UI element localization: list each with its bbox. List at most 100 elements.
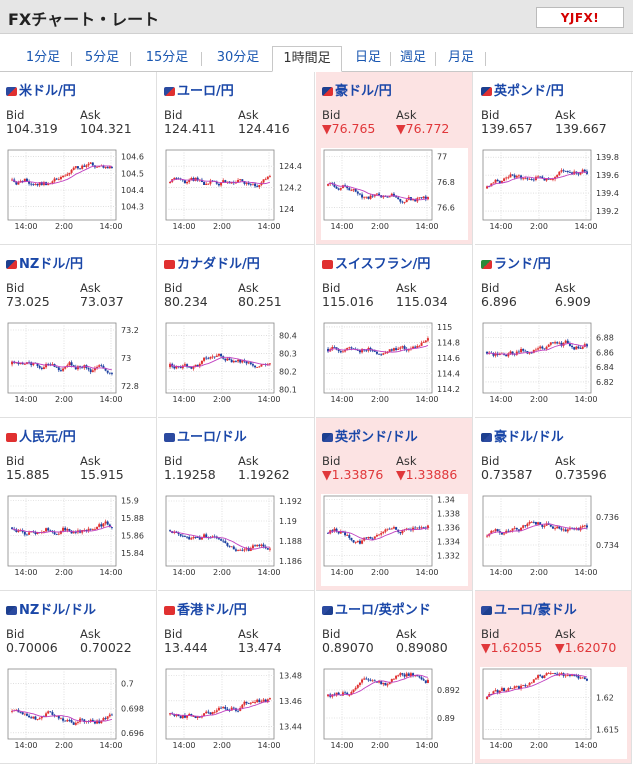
y-tick-label: 139.6 [596,171,619,180]
tab-週足[interactable]: 週足 [399,50,426,65]
pair-title[interactable]: 香港ドル/円 [164,599,247,618]
bid-label: Bid [322,281,341,295]
rate-card[interactable]: スイスフラン/円 Bid Ask 115.016 115.034 115 114.8 114.… [316,245,473,418]
rate-card[interactable]: 人民元/円 Bid Ask 15.885 15.915 15.9 15.88 15.86 15.… [0,418,157,591]
rate-card[interactable]: 米ドル/円 Bid Ask 104.319 104.321 104.6 104.5 104.4… [0,72,157,245]
mini-price-chart[interactable]: 6.88 6.86 6.84 6.82 14:00 2:00 14:00 [480,321,627,413]
candle-body [401,530,404,534]
mini-price-chart[interactable]: 73.2 73 72.8 14:00 2:00 14:00 [5,321,152,413]
candle-body [83,165,86,167]
rate-card[interactable]: NZドル/円 Bid Ask 73.025 73.037 73.2 73 72.8 14:00 2… [0,245,157,418]
rate-card[interactable]: 英ポンド/ドル Bid Ask ▼1.33876 ▼1.33886 1.34 1.338 1.… [316,418,473,591]
pair-title[interactable]: カナダドル/円 [164,253,260,272]
candle-body [173,714,176,716]
mini-price-chart[interactable]: 1.192 1.19 1.188 1.186 14:00 2:00 14:00 [163,494,310,586]
y-tick-label: 15.9 [121,496,139,505]
tab-5分足[interactable]: 5分足 [84,50,120,65]
mini-price-chart[interactable]: 80.480.380.280.114:00 2:00 14:00 [163,321,310,413]
candle-body [198,363,201,367]
mini-price-chart[interactable]: 124.4 124.2 124 14:00 2:00 14:00 [163,148,310,240]
moving-average-line [486,673,588,698]
pair-title[interactable]: ユーロ/豪ドル [481,599,577,618]
ask-label: Ask [80,627,101,641]
pair-title[interactable]: 人民元/円 [6,426,76,445]
rate-card[interactable]: ランド/円 Bid Ask 6.896 6.909 6.88 6.86 6.84 6.82 14:… [475,245,632,418]
mini-price-chart[interactable]: 15.9 15.88 15.86 15.84 14:00 2:00 14:00 [5,494,152,586]
pair-title[interactable]: 英ポンド/円 [481,80,564,99]
candle-body [74,722,77,725]
candle-body [62,368,65,371]
pair-title[interactable]: ランド/円 [481,253,551,272]
pair-title[interactable]: NZドル/円 [6,253,83,272]
mini-price-chart[interactable]: 0.736 0.734 14:00 2:00 14:00 [480,494,627,586]
pair-name: 人民元/円 [19,430,76,445]
x-tick-label: 2:00 [371,568,389,577]
candle-body [91,162,94,166]
candle-body [371,195,374,197]
rate-card[interactable]: 豪ドル/ドル Bid Ask 0.73587 0.73596 0.736 0.734 14:0… [475,418,632,591]
mini-price-chart[interactable]: 104.6 104.5 104.4 104.3 14:00 2:00 14:00 [5,148,152,240]
rate-card[interactable]: ユーロ/ドル Bid Ask 1.19258 1.19262 1.192 1.19 1.188… [158,418,315,591]
candle-body [207,358,210,360]
x-tick-label: 2:00 [213,395,231,404]
candle-body [23,364,26,365]
pair-title[interactable]: ユーロ/円 [164,80,234,99]
pair-title[interactable]: 米ドル/円 [6,80,76,99]
candle-body [17,530,20,532]
candle-body [110,527,113,528]
candle-body [522,685,525,686]
pair-title[interactable]: ユーロ/英ポンド [322,599,431,618]
candle-body [72,532,75,534]
mini-price-chart[interactable]: 139.8 139.6 139.4 139.2 14:00 2:00 14:00 [480,148,627,240]
rate-card[interactable]: カナダドル/円 Bid Ask 80.234 80.251 80.4 80.3 80.2 80.… [158,245,315,418]
candle-body [42,531,45,533]
candle-body [348,188,351,191]
mini-price-chart[interactable]: 13.48 13.46 13.44 14:00 2:00 14:00 [163,667,310,759]
pair-name: 香港ドル/円 [177,603,247,618]
rate-card[interactable]: 豪ドル/円 Bid Ask ▼76.765 ▼76.772 77 76.8 76.6 14:00… [316,72,473,245]
candle-body [583,677,586,679]
candle-body [228,545,231,547]
mini-price-chart[interactable]: 0.892 0.89 14:00 2:00 14:00 [321,667,468,759]
rate-card[interactable]: 英ポンド/円 Bid Ask 139.657 139.667 139.8 139.6 139.… [475,72,632,245]
candle-body [66,720,69,722]
tab-1分足[interactable]: 1分足 [25,50,61,65]
pair-title[interactable]: 英ポンド/ドル [322,426,418,445]
rate-card[interactable]: ユーロ/豪ドル Bid Ask ▼1.62055 ▼1.62070 1.62 1.615 14… [475,591,632,764]
mini-price-chart[interactable]: 1.34 1.338 1.336 1.334 1.332 14:00 2:00 14:00 [321,494,468,586]
yjfx-logo[interactable]: YJFX! [536,7,624,28]
pair-title[interactable]: スイスフラン/円 [322,253,430,272]
pair-title[interactable]: 豪ドル/円 [322,80,392,99]
pair-title[interactable]: NZドル/ドル [6,599,96,618]
candle-body [251,183,254,185]
mini-price-chart[interactable]: 1.62 1.615 14:00 2:00 14:00 [480,667,627,759]
rate-card[interactable]: ユーロ/円 Bid Ask 124.411 124.416 124.4 124.2 124 14… [158,72,315,245]
ask-value: 13.474 [238,640,282,655]
candle-body [522,525,525,528]
tab-月足[interactable]: 月足 [447,50,474,65]
chart-background [480,494,627,586]
y-tick-label: 6.84 [596,363,614,372]
pair-title[interactable]: 豪ドル/ドル [481,426,564,445]
candle-body [541,676,544,678]
rate-card[interactable]: NZドル/ドル Bid Ask 0.70006 0.70022 0.7 0.698 0.696… [0,591,157,764]
candle-body [407,528,410,530]
candle-body [49,530,52,532]
bid-label: Bid [322,627,341,641]
mini-price-chart[interactable]: 0.7 0.698 0.696 14:00 2:00 14:00 [5,667,152,759]
rate-card[interactable]: ユーロ/英ポンド Bid Ask 0.89070 0.89080 0.892 0.89 14:… [316,591,473,764]
tab-日足[interactable]: 日足 [354,50,381,65]
pair-name: NZドル/ドル [19,603,97,618]
tab-15分足[interactable]: 15分足 [145,50,189,65]
candle-body [367,196,370,199]
candle-body [245,701,248,704]
candle-body [262,544,265,547]
mini-price-chart[interactable]: 77 76.8 76.6 14:00 2:00 14:00 [321,148,468,240]
candle-body [418,197,421,199]
tab-1時間足[interactable]: 1時間足 [272,46,342,72]
pair-name: ランド/円 [494,257,551,272]
pair-title[interactable]: ユーロ/ドル [164,426,247,445]
rate-card[interactable]: 香港ドル/円 Bid Ask 13.444 13.474 13.48 13.46 13.44 1… [158,591,315,764]
tab-30分足[interactable]: 30分足 [216,50,260,65]
